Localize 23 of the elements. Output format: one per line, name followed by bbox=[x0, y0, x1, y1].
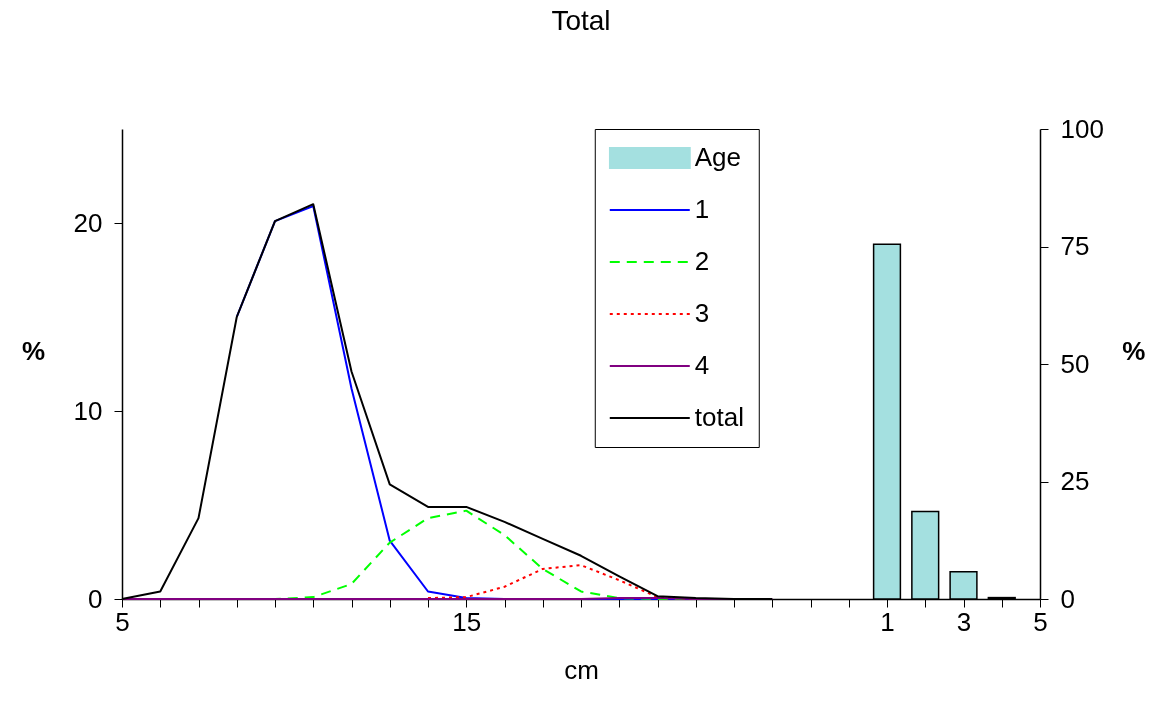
x-tick-label: 3 bbox=[956, 606, 972, 637]
legend-label: 4 bbox=[694, 350, 710, 380]
y-axis-title: % bbox=[22, 335, 46, 366]
legend-label: 2 bbox=[694, 246, 710, 276]
x-tick-label: 15 bbox=[452, 606, 482, 637]
y2-tick-label: 0 bbox=[1060, 583, 1075, 614]
y2-tick-label: 50 bbox=[1060, 348, 1090, 379]
y2-axis-title: % bbox=[1122, 335, 1146, 366]
y-tick-label: 10 bbox=[73, 395, 103, 426]
chart-title: Total bbox=[551, 5, 611, 36]
y2-tick-label: 100 bbox=[1060, 113, 1104, 144]
x-tick-label: 1 bbox=[880, 606, 895, 637]
x-axis-title: cm bbox=[564, 654, 599, 685]
legend-label: Age bbox=[694, 142, 742, 172]
x-tick-label: 5 bbox=[1033, 606, 1048, 637]
y-tick-label: 20 bbox=[73, 207, 103, 238]
y2-tick-label: 75 bbox=[1060, 231, 1090, 261]
legend-label: 1 bbox=[694, 194, 710, 224]
legend-label: total bbox=[694, 402, 744, 432]
y-tick-label: 0 bbox=[88, 583, 103, 614]
legend-label: 3 bbox=[694, 298, 710, 328]
x-tick-label: 5 bbox=[115, 606, 130, 637]
y2-tick-label: 25 bbox=[1060, 466, 1090, 496]
